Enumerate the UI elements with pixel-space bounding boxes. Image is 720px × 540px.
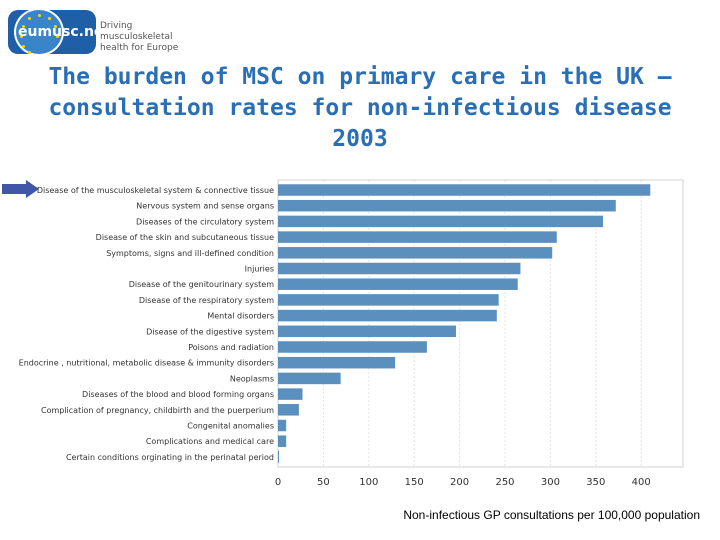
category-label: Diseases of the blood and blood forming …	[82, 390, 274, 399]
bar	[278, 419, 287, 432]
category-label: Certain conditions orginating in the per…	[66, 453, 274, 462]
eumusc-logo: eumusc.net Driving musculoskeletal healt…	[8, 8, 183, 58]
bar	[278, 184, 651, 196]
slide-title: The burden of MSC on primary care in the…	[48, 64, 672, 152]
x-tick-label: 400	[632, 477, 651, 488]
category-label: Disease of the skin and subcutaneous tis…	[96, 233, 274, 242]
category-label: Symptoms, signs and ill-defined conditio…	[106, 249, 274, 258]
logo-stars-circle	[14, 8, 64, 56]
x-tick-label: 250	[495, 477, 514, 488]
bar	[278, 325, 456, 338]
bar	[278, 309, 497, 322]
logo-tagline-line-1: Driving musculoskeletal	[100, 21, 173, 42]
category-label: Complications and medical care	[146, 437, 274, 446]
category-label: Disease of the respiratory system	[139, 296, 274, 305]
x-tick-label: 350	[586, 477, 605, 488]
highlight-arrow-icon	[2, 180, 39, 198]
bar	[278, 435, 287, 447]
category-label: Disease of the digestive system	[146, 327, 274, 336]
category-label: Disease of the musculoskeletal system & …	[37, 186, 274, 195]
bar	[278, 247, 553, 259]
bar	[278, 262, 521, 275]
category-label: Poisons and radiation	[188, 343, 274, 352]
bar	[278, 388, 303, 400]
bar	[278, 356, 396, 369]
bar	[278, 215, 604, 228]
bar	[278, 278, 518, 290]
bar-chart: 0 50 100 150 200 250 300 350 400 Disease of the m…	[19, 179, 684, 488]
bar	[278, 231, 557, 243]
logo-tagline: Driving musculoskeletal health for Europ…	[100, 21, 190, 54]
category-label: Injuries	[245, 265, 274, 274]
bar	[278, 451, 279, 463]
category-label: Disease of the genitourinary system	[129, 280, 275, 289]
category-label: Endocrine , nutritional, metabolic disea…	[19, 359, 274, 368]
category-label: Nervous system and sense organs	[136, 202, 274, 211]
logo-tagline-line-2: health for Europe	[100, 43, 179, 53]
x-tick-label: 200	[450, 477, 469, 488]
category-label: Mental disorders	[207, 312, 274, 321]
x-tick-label: 100	[359, 477, 378, 488]
logo-name: eumusc.net	[18, 24, 111, 40]
bar	[278, 372, 341, 385]
bar	[278, 341, 427, 353]
category-label: Neoplasms	[230, 374, 274, 383]
bar	[278, 294, 499, 306]
x-tick-label: 150	[405, 477, 424, 488]
x-axis-caption: Non-infectious GP consultations per 100,…	[403, 508, 700, 522]
category-label: Complication of pregnancy, childbirth an…	[41, 406, 274, 415]
x-tick-label: 300	[541, 477, 560, 488]
x-tick-label: 50	[317, 477, 330, 488]
category-label: Diseases of the circulatory system	[136, 217, 274, 226]
category-label: Congenital anomalies	[187, 422, 274, 431]
bar	[278, 404, 299, 416]
plot-frame	[277, 179, 684, 468]
x-tick-label: 0	[275, 477, 281, 488]
bar	[278, 199, 616, 212]
